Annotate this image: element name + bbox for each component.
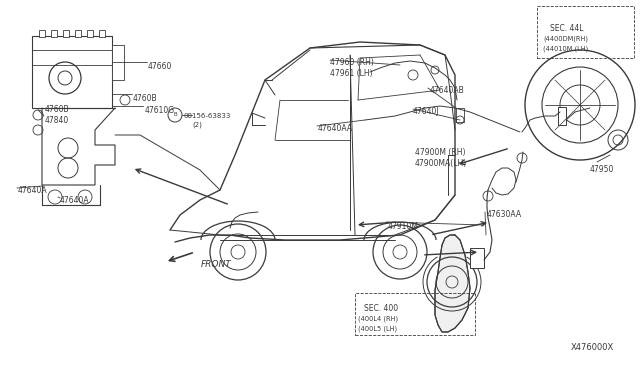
Text: (4400DM(RH): (4400DM(RH)	[543, 35, 588, 42]
FancyBboxPatch shape	[63, 30, 69, 37]
FancyBboxPatch shape	[456, 108, 464, 122]
Text: 47900M (RH): 47900M (RH)	[415, 148, 465, 157]
Text: (2): (2)	[192, 122, 202, 128]
FancyBboxPatch shape	[99, 30, 105, 37]
Text: 47640A: 47640A	[18, 186, 47, 195]
Text: 47660: 47660	[148, 62, 172, 71]
Text: X476000X: X476000X	[571, 343, 614, 352]
Text: SEC. 400: SEC. 400	[364, 304, 398, 313]
Text: 47840: 47840	[45, 116, 69, 125]
FancyBboxPatch shape	[87, 30, 93, 37]
FancyBboxPatch shape	[558, 107, 566, 125]
Text: 4760B: 4760B	[45, 105, 70, 114]
Text: 4760B: 4760B	[133, 94, 157, 103]
FancyBboxPatch shape	[39, 30, 45, 37]
Text: 47960 (RH): 47960 (RH)	[330, 58, 374, 67]
Text: 47640A: 47640A	[60, 196, 90, 205]
Text: 08156-63833: 08156-63833	[183, 113, 230, 119]
Text: 47961 (LH): 47961 (LH)	[330, 69, 372, 78]
Text: 47640AB: 47640AB	[430, 86, 465, 95]
Text: SEC. 44L: SEC. 44L	[550, 24, 584, 33]
Text: (400L5 (LH): (400L5 (LH)	[358, 325, 397, 331]
FancyBboxPatch shape	[75, 30, 81, 37]
FancyBboxPatch shape	[470, 248, 484, 268]
FancyBboxPatch shape	[112, 45, 124, 80]
Text: 47610G: 47610G	[145, 106, 175, 115]
Text: 47640AA: 47640AA	[318, 124, 353, 133]
Text: 47640J: 47640J	[413, 107, 440, 116]
Text: FRONT: FRONT	[201, 260, 232, 269]
Text: 47910M: 47910M	[388, 222, 419, 231]
Text: B: B	[173, 112, 177, 118]
Text: (400L4 (RH): (400L4 (RH)	[358, 315, 398, 321]
FancyBboxPatch shape	[51, 30, 57, 37]
Text: (44010M (LH): (44010M (LH)	[543, 45, 588, 51]
Polygon shape	[435, 235, 470, 332]
Text: 47630AA: 47630AA	[487, 210, 522, 219]
Text: 47950: 47950	[590, 165, 614, 174]
FancyBboxPatch shape	[32, 36, 112, 108]
Text: 47900MA(LH): 47900MA(LH)	[415, 159, 467, 168]
